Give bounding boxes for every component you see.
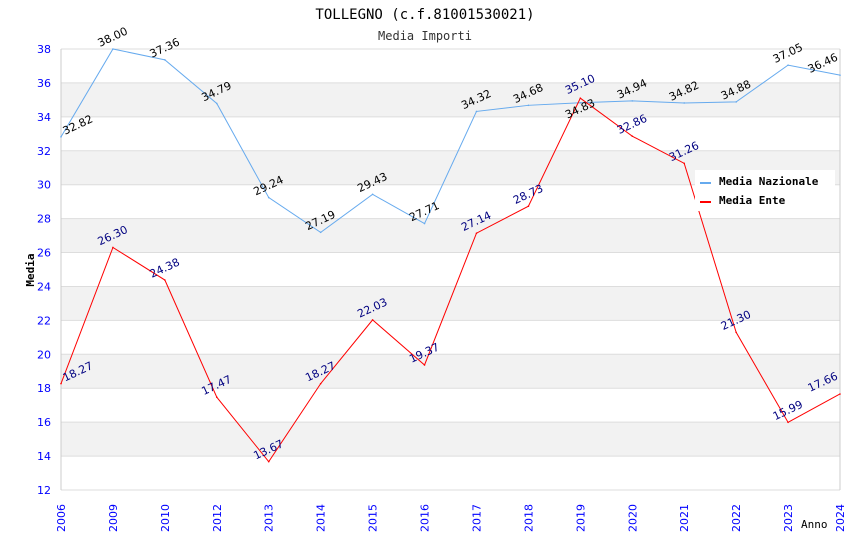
x-tick-label: 2017: [470, 504, 483, 532]
data-point: [475, 110, 478, 113]
legend: Media Nazionale Media Ente: [695, 170, 835, 211]
data-point: [787, 64, 789, 66]
data-point: [112, 48, 114, 50]
data-point: [631, 100, 634, 102]
data-point: [371, 319, 374, 321]
data-point: [112, 246, 114, 249]
data-label: 37.05: [771, 41, 805, 66]
grid-band: [61, 286, 840, 321]
x-tick-label: 2013: [263, 504, 276, 532]
data-label: 37.36: [148, 35, 182, 60]
y-tick-label: 16: [37, 416, 51, 429]
series-line-nazionale: [60, 48, 841, 233]
grid-band: [61, 218, 840, 253]
data-point: [787, 421, 789, 424]
data-point: [319, 382, 322, 385]
data-point: [683, 102, 685, 104]
grid-band: [61, 354, 840, 389]
x-tick-label: 2014: [315, 504, 328, 532]
series-line-ente: [60, 97, 841, 463]
y-tick-label: 38: [37, 43, 51, 56]
data-point: [164, 59, 166, 61]
chart-subtitle: Media Importi: [378, 29, 472, 43]
x-tick-label: 2016: [419, 504, 432, 532]
data-point: [423, 364, 426, 366]
data-point: [527, 104, 530, 107]
data-point: [319, 231, 322, 234]
x-tick-label: 2006: [55, 504, 68, 532]
data-point: [216, 396, 218, 399]
x-axis-label: Anno: [801, 518, 828, 531]
data-point: [735, 331, 737, 334]
x-tick-label: 2019: [574, 504, 587, 532]
x-tick-label: 2021: [678, 504, 691, 532]
y-tick-label: 22: [37, 314, 51, 327]
data-label: 28.73: [511, 182, 545, 207]
x-tick-label: 2023: [782, 504, 795, 532]
data-point: [735, 101, 737, 103]
grid-band: [61, 422, 840, 457]
x-tick-label: 2012: [211, 504, 224, 532]
x-tick-label: 2022: [730, 504, 743, 532]
data-point: [631, 135, 634, 137]
data-point: [371, 193, 374, 196]
y-tick-label: 36: [37, 77, 51, 90]
x-tick-label: 2024: [834, 504, 847, 532]
y-tick-label: 28: [37, 213, 51, 226]
y-tick-label: 32: [37, 145, 51, 158]
grid-band: [61, 82, 840, 117]
data-point: [527, 205, 530, 208]
y-tick-label: 34: [37, 111, 51, 124]
x-tick-label: 2010: [159, 504, 172, 532]
data-point: [267, 196, 270, 199]
data-label: 24.38: [148, 256, 182, 281]
x-tick-label: 2018: [522, 504, 535, 532]
data-point: [60, 136, 62, 138]
data-point: [839, 74, 841, 76]
y-axis-label: Media: [24, 253, 37, 286]
legend-label-ente: Media Ente: [719, 194, 786, 207]
data-point: [423, 222, 426, 225]
data-point: [267, 460, 270, 463]
data-point: [839, 393, 841, 395]
data-label: 38.00: [96, 25, 130, 50]
legend-label-nazionale: Media Nazionale: [719, 175, 819, 188]
data-point: [579, 101, 582, 104]
data-point: [60, 382, 62, 385]
y-tick-label: 18: [37, 382, 51, 395]
y-tick-label: 20: [37, 348, 51, 361]
x-tick-label: 2020: [626, 504, 639, 532]
y-tick-label: 26: [37, 247, 51, 260]
y-tick-label: 14: [37, 450, 51, 463]
data-point: [683, 162, 685, 165]
data-point: [579, 97, 582, 99]
x-tick-label: 2009: [107, 504, 120, 532]
data-point: [164, 279, 166, 281]
data-point: [475, 232, 478, 235]
chart-title: TOLLEGNO (c.f.81001530021): [315, 7, 534, 23]
data-point: [216, 102, 218, 105]
y-tick-label: 24: [37, 280, 51, 293]
y-tick-label: 30: [37, 179, 51, 192]
y-tick-label: 12: [37, 484, 51, 497]
x-tick-label: 2015: [367, 504, 380, 532]
